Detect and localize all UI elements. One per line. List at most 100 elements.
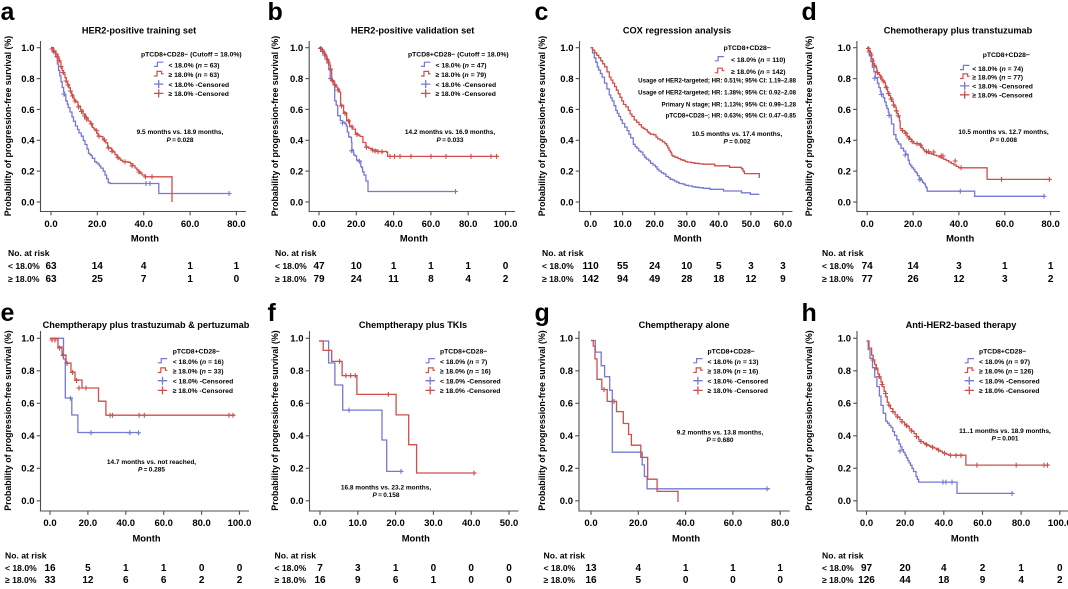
svg-text:20.0: 20.0 [629, 518, 648, 529]
svg-text:1: 1 [683, 563, 689, 574]
svg-text:18: 18 [713, 274, 725, 285]
svg-text:5: 5 [85, 563, 91, 574]
svg-text:< 18.0% (n = 47): < 18.0% (n = 47) [436, 63, 487, 70]
svg-text:1.0: 1.0 [838, 43, 851, 54]
svg-text:Anti-HER2-based therapy: Anti-HER2-based therapy [906, 320, 1018, 330]
svg-text:20.0: 20.0 [347, 219, 366, 230]
svg-text:50.0: 50.0 [742, 219, 761, 230]
svg-text:≥ 18.0% (n = 79): ≥ 18.0% (n = 79) [436, 72, 487, 79]
svg-text:Month: Month [132, 533, 160, 544]
svg-text:0.4: 0.4 [560, 136, 574, 147]
svg-text:100.0: 100.0 [494, 219, 518, 230]
svg-text:≥ 18.0% (n = 142): ≥ 18.0% (n = 142) [731, 69, 786, 76]
svg-text:0: 0 [506, 563, 512, 574]
svg-text:20.0: 20.0 [79, 518, 98, 529]
svg-text:5: 5 [716, 261, 722, 272]
svg-text:6: 6 [123, 575, 129, 586]
svg-text:≥ 18.0%: ≥ 18.0% [544, 575, 576, 585]
svg-text:8: 8 [428, 274, 434, 285]
svg-text:0.8: 0.8 [290, 366, 303, 377]
svg-text:Usage of HER2-targeted; HR: 0.: Usage of HER2-targeted; HR: 0.51%; 95% C… [638, 78, 796, 85]
svg-text:No. at risk: No. at risk [822, 248, 864, 258]
svg-text:63: 63 [45, 261, 57, 272]
svg-text:0: 0 [468, 563, 474, 574]
svg-text:0: 0 [431, 563, 437, 574]
svg-text:1: 1 [465, 261, 471, 272]
svg-text:60.0: 60.0 [724, 518, 743, 529]
svg-text:0.6: 0.6 [560, 105, 573, 116]
svg-text:≥ 18.0% -Censored: ≥ 18.0% -Censored [708, 388, 768, 395]
svg-text:6: 6 [161, 575, 167, 586]
svg-text:4: 4 [941, 563, 947, 574]
svg-text:5: 5 [636, 575, 642, 586]
svg-text:1: 1 [123, 563, 129, 574]
svg-text:f: f [268, 299, 277, 327]
svg-text:< 18.0%: < 18.0% [275, 563, 307, 573]
svg-text:1: 1 [161, 563, 167, 574]
svg-text:77: 77 [862, 274, 874, 285]
svg-text:< 18.0% -Censored: < 18.0% -Censored [972, 84, 1033, 91]
svg-text:94: 94 [617, 274, 629, 285]
svg-text:80.0: 80.0 [1012, 518, 1031, 529]
svg-text:Month: Month [951, 533, 979, 544]
svg-text:0.6: 0.6 [560, 399, 573, 410]
svg-text:0.0: 0.0 [860, 518, 873, 529]
svg-text:P = 0.680: P = 0.680 [706, 437, 733, 444]
svg-text:40.0: 40.0 [676, 518, 695, 529]
svg-text:1.0: 1.0 [290, 334, 303, 345]
svg-text:14.7 months vs. not reached,: 14.7 months vs. not reached, [107, 459, 196, 466]
svg-text:12: 12 [745, 274, 757, 285]
svg-text:≥ 18.0% (n = 77): ≥ 18.0% (n = 77) [972, 75, 1023, 82]
svg-text:pTCD8+CD28−: pTCD8+CD28− [173, 349, 220, 356]
svg-text:80.0: 80.0 [771, 518, 790, 529]
svg-text:0.8: 0.8 [560, 366, 573, 377]
svg-text:0.8: 0.8 [560, 74, 573, 85]
svg-text:Probability of progression-fre: Probability of progression-free survival… [3, 36, 13, 216]
svg-text:49: 49 [649, 274, 661, 285]
svg-text:1: 1 [391, 261, 397, 272]
svg-text:10.0: 10.0 [349, 518, 368, 529]
svg-text:0.2: 0.2 [838, 464, 851, 475]
svg-text:P = 0.033: P = 0.033 [436, 137, 463, 144]
svg-text:0.0: 0.0 [290, 197, 303, 208]
svg-text:pTCD8+CD28− (Cutoff = 18.0%): pTCD8+CD28− (Cutoff = 18.0%) [141, 51, 242, 58]
svg-text:0: 0 [777, 575, 783, 586]
svg-text:0: 0 [506, 575, 512, 586]
svg-text:< 18.0%: < 18.0% [542, 261, 574, 271]
svg-text:≥ 18.0% -Censored: ≥ 18.0% -Censored [979, 388, 1039, 395]
svg-text:pTCD8+CD28−: pTCD8+CD28− [708, 349, 755, 356]
svg-text:3: 3 [780, 261, 786, 272]
svg-text:60.0: 60.0 [422, 219, 441, 230]
svg-text:≥ 18.0%: ≥ 18.0% [8, 274, 40, 284]
svg-text:≥ 18.0%: ≥ 18.0% [822, 575, 854, 585]
svg-text:7: 7 [317, 563, 323, 574]
svg-text:25: 25 [92, 274, 104, 285]
svg-text:30.0: 30.0 [424, 518, 443, 529]
svg-text:1: 1 [187, 261, 193, 272]
svg-text:≥ 18.0%: ≥ 18.0% [542, 274, 574, 284]
svg-text:≥ 18.0% -Censored: ≥ 18.0% -Censored [436, 91, 496, 98]
svg-text:10: 10 [351, 261, 363, 272]
svg-text:0.0: 0.0 [838, 197, 851, 208]
svg-text:9.5 months vs. 18.9 months,: 9.5 months vs. 18.9 months, [137, 129, 224, 136]
svg-text:a: a [1, 0, 16, 26]
svg-text:1.0: 1.0 [560, 334, 573, 345]
svg-text:≥ 18.0% (n = 16): ≥ 18.0% (n = 16) [440, 369, 491, 376]
svg-text:0.0: 0.0 [584, 518, 597, 529]
svg-text:14: 14 [908, 261, 920, 272]
svg-text:< 18.0%: < 18.0% [822, 261, 854, 271]
svg-text:< 18.0% -Censored: < 18.0% -Censored [440, 378, 501, 385]
svg-text:60.0: 60.0 [973, 518, 992, 529]
svg-text:pTCD8+CD28−: pTCD8+CD28− [724, 45, 771, 52]
svg-text:40.0: 40.0 [134, 219, 153, 230]
svg-text:< 18.0% -Censored: < 18.0% -Censored [436, 82, 497, 89]
svg-text:80.0: 80.0 [227, 219, 246, 230]
svg-text:12: 12 [82, 575, 94, 586]
svg-text:0.8: 0.8 [838, 74, 851, 85]
svg-text:13: 13 [585, 563, 597, 574]
svg-text:0.2: 0.2 [290, 167, 303, 178]
svg-text:40.0: 40.0 [117, 518, 136, 529]
svg-text:1: 1 [393, 563, 399, 574]
svg-text:< 18.0% (n = 97): < 18.0% (n = 97) [979, 359, 1030, 366]
svg-text:< 18.0% (n = 13): < 18.0% (n = 13) [708, 359, 759, 366]
